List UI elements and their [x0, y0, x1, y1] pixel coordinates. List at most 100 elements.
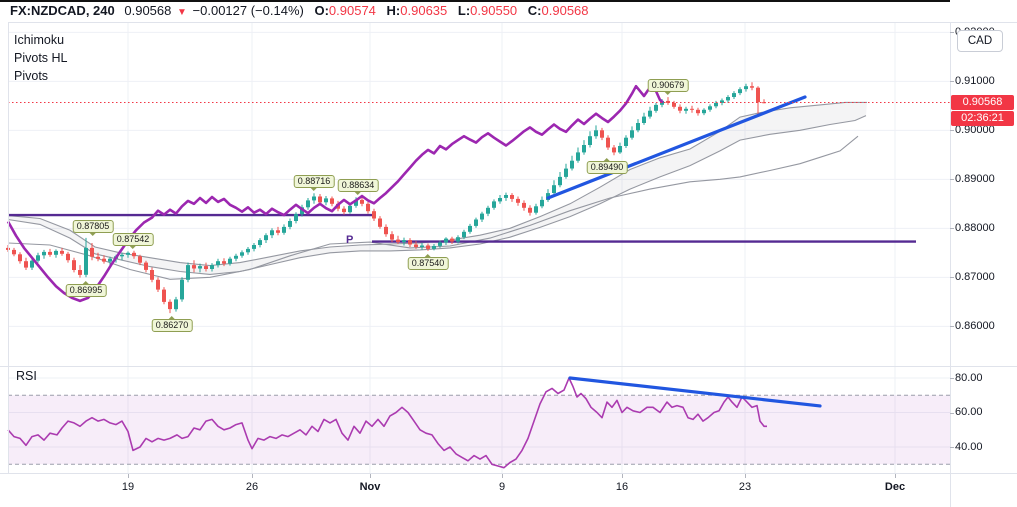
- window-top-edge: [0, 0, 950, 2]
- candlestick: [138, 254, 142, 266]
- candlestick: [60, 247, 64, 256]
- candlestick: [324, 196, 328, 206]
- legend-item-pivots[interactable]: Pivots: [14, 69, 49, 83]
- indicator-legend: Ichimoku Pivots HL Pivots: [14, 31, 68, 85]
- candlestick: [612, 145, 616, 156]
- price-trendline[interactable]: [546, 95, 807, 200]
- candlestick: [474, 217, 478, 228]
- candlestick: [522, 200, 526, 211]
- candlestick: [492, 199, 496, 210]
- candlestick: [78, 265, 82, 278]
- rsi-tick-mark: [950, 412, 954, 414]
- candlestick: [432, 244, 436, 251]
- symbol-title[interactable]: FX:NZDCAD, 240: [10, 3, 115, 18]
- candlestick: [726, 95, 730, 103]
- candlestick: [546, 189, 550, 202]
- candlestick: [228, 256, 232, 266]
- candlestick: [498, 195, 502, 204]
- time-tick-label: 26: [245, 481, 259, 493]
- last-price: 0.90568: [124, 3, 172, 18]
- candlestick: [504, 192, 508, 201]
- candlestick: [510, 193, 514, 202]
- candlestick: [582, 140, 586, 155]
- candlestick: [306, 198, 310, 210]
- candlestick: [396, 235, 400, 244]
- price-tick-label: 0.88000: [955, 221, 995, 234]
- bar-countdown-badge: 02:36:21: [951, 110, 1014, 126]
- candlestick: [204, 262, 208, 272]
- rsi-tick-label: 40.00: [955, 440, 983, 453]
- time-tick-label: 16: [615, 481, 629, 493]
- candlestick: [594, 125, 598, 139]
- candlestick: [126, 251, 130, 258]
- candlestick: [330, 196, 334, 207]
- pivot-callout-label: 0.88634: [337, 179, 379, 196]
- rsi-tick-mark: [950, 447, 954, 448]
- candlestick: [480, 211, 484, 222]
- pivot-callout-label: 0.87805: [72, 219, 114, 236]
- pivot-callout-label: 0.87540: [407, 253, 449, 270]
- pivot-callout-label: 0.89490: [586, 158, 628, 175]
- rsi-line: [7, 377, 767, 469]
- candlestick: [294, 212, 298, 224]
- legend-item-pivots-hl[interactable]: Pivots HL: [14, 51, 68, 65]
- candlestick: [372, 208, 376, 221]
- candlestick: [678, 104, 682, 114]
- ichimoku-line: [7, 135, 859, 280]
- candlestick: [468, 223, 472, 234]
- candlestick: [264, 233, 268, 243]
- candlestick: [378, 216, 382, 229]
- candlestick: [684, 106, 688, 114]
- candlestick: [18, 252, 22, 264]
- time-tick-label: Dec: [884, 481, 906, 493]
- time-tick-mark: [252, 474, 253, 478]
- candlestick: [216, 258, 220, 268]
- candlestick: [462, 229, 466, 240]
- candlestick: [528, 205, 532, 216]
- legend-item-ichimoku[interactable]: Ichimoku: [14, 33, 65, 47]
- rsi-pane-label[interactable]: RSI: [16, 369, 37, 383]
- time-tick-label: 23: [738, 481, 752, 493]
- candlestick: [384, 224, 388, 237]
- time-tick-mark: [895, 474, 896, 478]
- rsi-band-fill: [8, 395, 950, 465]
- price-tick-mark: [950, 326, 954, 328]
- candlestick: [654, 102, 658, 113]
- candlestick: [618, 142, 622, 154]
- price-tick-label: 0.86000: [955, 319, 995, 332]
- candlestick: [72, 257, 76, 273]
- time-tick-label: 19: [121, 481, 135, 493]
- candlestick: [132, 250, 136, 259]
- low-label: L:: [457, 3, 471, 18]
- ichimoku-line: [7, 115, 867, 275]
- candlestick: [210, 263, 214, 272]
- candlestick: [438, 240, 442, 248]
- candlestick: [732, 91, 736, 99]
- close-label: C:: [527, 3, 542, 18]
- candlestick: [570, 155, 574, 171]
- high-value: 0.90635: [400, 3, 448, 18]
- pivot-callout-label: 0.88716: [293, 175, 335, 192]
- symbol-header: FX:NZDCAD, 240 0.90568 ▼ −0.00127 (−0.14…: [10, 3, 589, 19]
- candlestick: [258, 238, 262, 248]
- candlestick: [450, 236, 454, 244]
- candlestick: [672, 100, 676, 109]
- currency-toggle-button[interactable]: CAD: [957, 30, 1003, 52]
- candlestick: [174, 296, 178, 312]
- price-tick-label: 0.87000: [955, 270, 995, 283]
- candlestick: [84, 237, 88, 278]
- price-tick-mark: [950, 179, 954, 181]
- candlestick: [750, 82, 754, 91]
- candlestick: [192, 260, 196, 273]
- candlestick: [540, 196, 544, 209]
- candlestick: [120, 252, 124, 261]
- candlestick: [426, 243, 430, 251]
- candlestick: [342, 206, 346, 215]
- candlestick: [366, 201, 370, 214]
- rsi-trendline[interactable]: [568, 376, 822, 408]
- candlestick: [600, 127, 604, 141]
- candlestick: [156, 277, 160, 292]
- down-arrow-icon: ▼: [177, 7, 187, 18]
- candlestick: [144, 260, 148, 273]
